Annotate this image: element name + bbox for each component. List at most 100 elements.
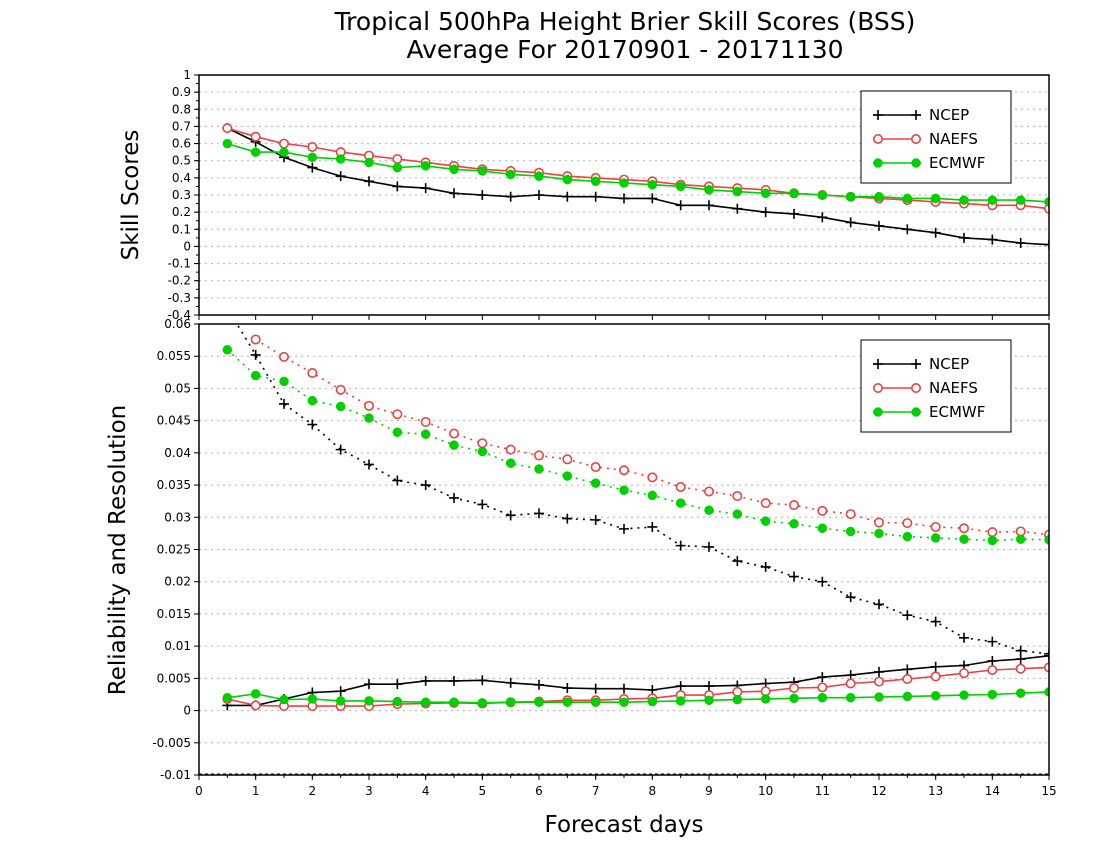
legend: NCEP NAEFS ECMWF	[860, 90, 1012, 184]
y-tick-label: 0	[183, 704, 191, 718]
data-point-ecmwf	[420, 429, 431, 439]
data-point-naefs	[1015, 526, 1026, 537]
y-tick-label: -0.3	[168, 291, 191, 305]
data-point-ecmwf	[732, 186, 743, 197]
y-tick-label: -0.2	[168, 274, 191, 288]
series-line-naefs-resolution	[255, 338, 1049, 536]
data-point-ecmwf	[789, 693, 799, 704]
data-point-ecmwf	[1044, 535, 1049, 545]
legend-marker-naefs	[872, 382, 883, 393]
data-point-naefs	[562, 454, 573, 465]
data-point-ncep	[930, 661, 941, 672]
data-point-ecmwf	[477, 698, 488, 708]
data-point-naefs	[732, 491, 743, 502]
y-tick-label: 0.005	[157, 671, 191, 685]
x-tick-label: 3	[365, 784, 373, 798]
data-point-ncep	[1015, 238, 1026, 248]
data-point-ncep	[505, 677, 516, 688]
data-point-ecmwf	[279, 376, 289, 387]
data-point-ncep	[477, 675, 488, 686]
data-point-ecmwf	[647, 179, 658, 190]
data-point-ncep	[760, 561, 771, 572]
data-point-ncep	[647, 521, 658, 532]
data-point-naefs	[930, 521, 941, 532]
y-tick-label: 0	[183, 239, 191, 253]
data-point-ecmwf	[704, 505, 714, 515]
plot-frame	[198, 323, 1050, 776]
data-point-ncep	[392, 181, 403, 192]
data-point-ecmwf	[505, 169, 516, 180]
data-point-ecmwf	[335, 154, 346, 164]
legend-marker-naefs	[910, 134, 921, 145]
data-point-ncep	[902, 664, 913, 675]
data-point-ecmwf	[817, 692, 828, 703]
y-tick-label: 0.06	[164, 317, 191, 331]
legend-marker-naefs	[872, 134, 883, 145]
data-point-ecmwf	[364, 696, 374, 706]
legend-marker-ecmwf	[911, 407, 921, 417]
data-point-ncep	[902, 610, 913, 621]
data-point-ecmwf	[477, 166, 488, 176]
series-group	[222, 123, 1049, 250]
data-point-ncep	[590, 683, 601, 694]
data-point-ecmwf	[902, 531, 913, 542]
data-point-ecmwf	[930, 691, 941, 701]
x-tick-label: 13	[928, 784, 943, 798]
y-tick-label: -0.1	[168, 257, 191, 271]
data-point-ecmwf	[987, 689, 998, 700]
data-point-naefs	[533, 450, 544, 461]
y-tick-label: 0.4	[172, 171, 191, 185]
data-point-ncep	[874, 599, 884, 610]
data-point-ncep	[619, 683, 629, 694]
data-point-naefs	[873, 517, 884, 528]
data-point-ecmwf	[675, 181, 686, 192]
data-point-ecmwf	[1044, 197, 1049, 207]
data-point-naefs	[307, 367, 318, 378]
y-tick-label: 0.1	[172, 222, 191, 236]
data-point-ncep	[534, 508, 544, 519]
x-tick-label: 11	[815, 784, 830, 798]
data-point-ecmwf	[335, 696, 346, 706]
data-point-naefs	[1044, 203, 1049, 214]
data-point-ncep	[704, 681, 714, 692]
data-point-naefs	[760, 686, 771, 697]
data-point-naefs	[278, 351, 289, 362]
data-point-ncep	[619, 523, 629, 534]
data-point-ncep	[987, 636, 998, 647]
y-tick-label: -0.01	[160, 768, 191, 782]
data-point-ecmwf	[562, 174, 573, 185]
data-point-ncep	[505, 510, 516, 521]
data-point-ecmwf	[392, 427, 403, 437]
legend-label-ecmwf: ECMWF	[929, 403, 985, 421]
legend-label-ncep: NCEP	[929, 355, 969, 373]
data-point-naefs	[930, 671, 941, 682]
data-point-ecmwf	[789, 518, 799, 529]
data-point-ncep	[675, 540, 686, 551]
data-point-ecmwf	[845, 692, 856, 703]
data-point-ncep	[335, 686, 346, 697]
data-point-ncep	[335, 171, 346, 182]
data-point-ecmwf	[222, 345, 233, 355]
data-point-ecmwf	[392, 162, 403, 173]
data-point-ecmwf	[619, 697, 629, 707]
data-point-ecmwf	[675, 498, 686, 508]
data-point-naefs	[1015, 663, 1026, 674]
data-point-naefs	[278, 138, 289, 149]
x-tick-label: 5	[479, 784, 487, 798]
data-point-ncep	[789, 571, 799, 582]
data-point-ncep	[449, 675, 459, 686]
y-axis-label: Reliability and Resolution	[105, 405, 131, 695]
legend-marker-ncep	[911, 359, 921, 369]
data-point-ecmwf	[307, 694, 318, 704]
x-tick-label: 8	[649, 784, 657, 798]
y-tick-label: 0.9	[172, 85, 191, 99]
data-point-ncep	[959, 232, 969, 243]
y-axis-label: Skill Scores	[118, 130, 144, 261]
y-tick-label: 0.025	[157, 543, 191, 557]
data-point-ecmwf	[505, 697, 516, 707]
legend-marker-ecmwf	[873, 407, 883, 417]
data-point-naefs	[505, 444, 516, 455]
data-point-ecmwf	[760, 694, 771, 704]
data-point-ncep	[449, 492, 459, 503]
